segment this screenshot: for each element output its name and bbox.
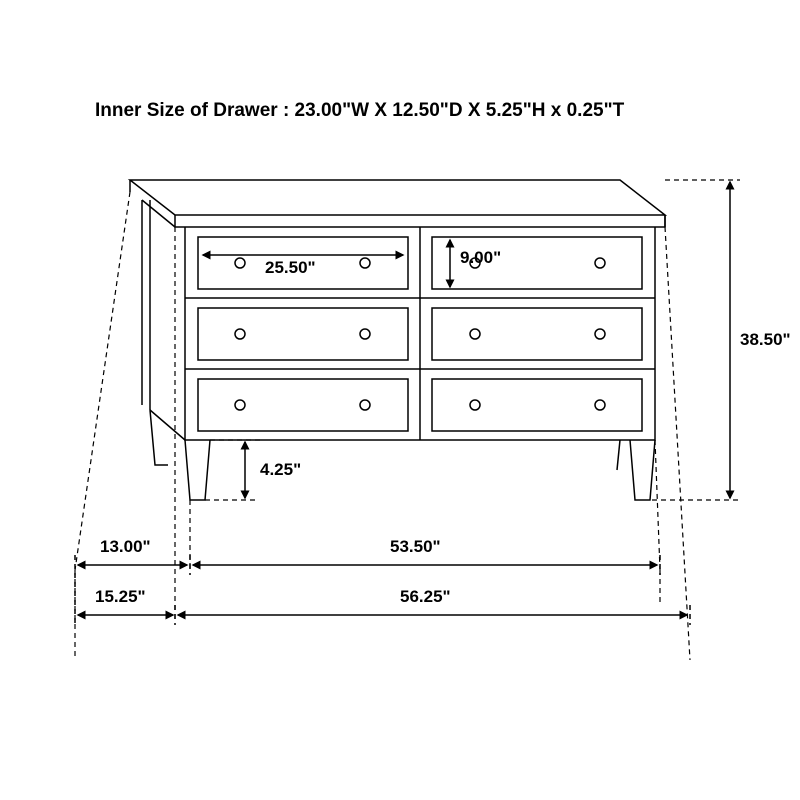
dim-depth-top: 13.00" — [100, 537, 151, 557]
dim-drawer-width: 25.50" — [265, 258, 316, 278]
dim-total-height: 38.50" — [740, 330, 791, 350]
dim-drawer-height: 9.00" — [460, 248, 501, 268]
dim-leg-height: 4.25" — [260, 460, 301, 480]
furniture-diagram — [0, 0, 800, 800]
dim-width-top: 53.50" — [390, 537, 441, 557]
dim-depth-bottom: 15.25" — [95, 587, 146, 607]
dim-width-bottom: 56.25" — [400, 587, 451, 607]
